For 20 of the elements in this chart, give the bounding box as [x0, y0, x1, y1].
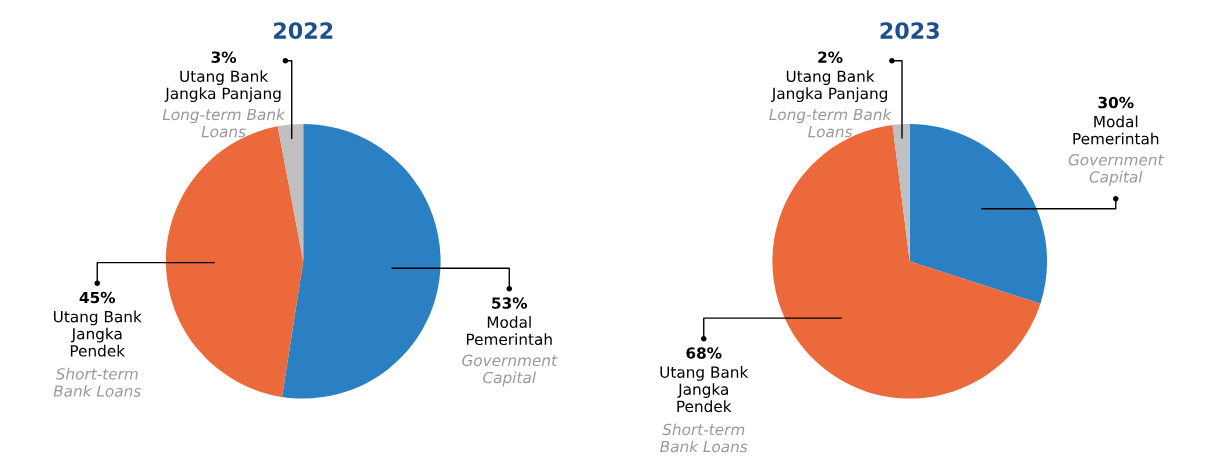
data-label: 45% [79, 291, 116, 304]
data-label: 2% [818, 51, 843, 63]
text: Government Capital [1068, 154, 1164, 186]
data-label: 30% [1098, 96, 1134, 109]
slice-label: Utang Bank Jangka Pendek [660, 366, 749, 413]
text: Government Capital [462, 354, 558, 387]
chart-title: 2022 [274, 22, 333, 39]
slice-label: Modal Pemerintah [1073, 115, 1159, 145]
text: Short-term Bank Loans [53, 367, 141, 397]
chart-title: 2023 [880, 22, 939, 39]
text: Short-term Bank Loans [660, 423, 748, 453]
slice-label: Utang Bank Jangka Panjang [771, 70, 888, 103]
data-label: 68% [686, 347, 722, 359]
slice-label: Utang Bank Jangka Pendek [54, 310, 142, 357]
text: Long-term Bank Loans [162, 108, 286, 138]
slice-label: Utang Bank Jangka Panjang [164, 70, 281, 103]
text: Long-term Bank Loans [769, 108, 892, 138]
data-label: 3% [211, 51, 237, 63]
slice-label: Modal Pemerintah [466, 316, 552, 346]
data-label: 53% [492, 297, 528, 309]
